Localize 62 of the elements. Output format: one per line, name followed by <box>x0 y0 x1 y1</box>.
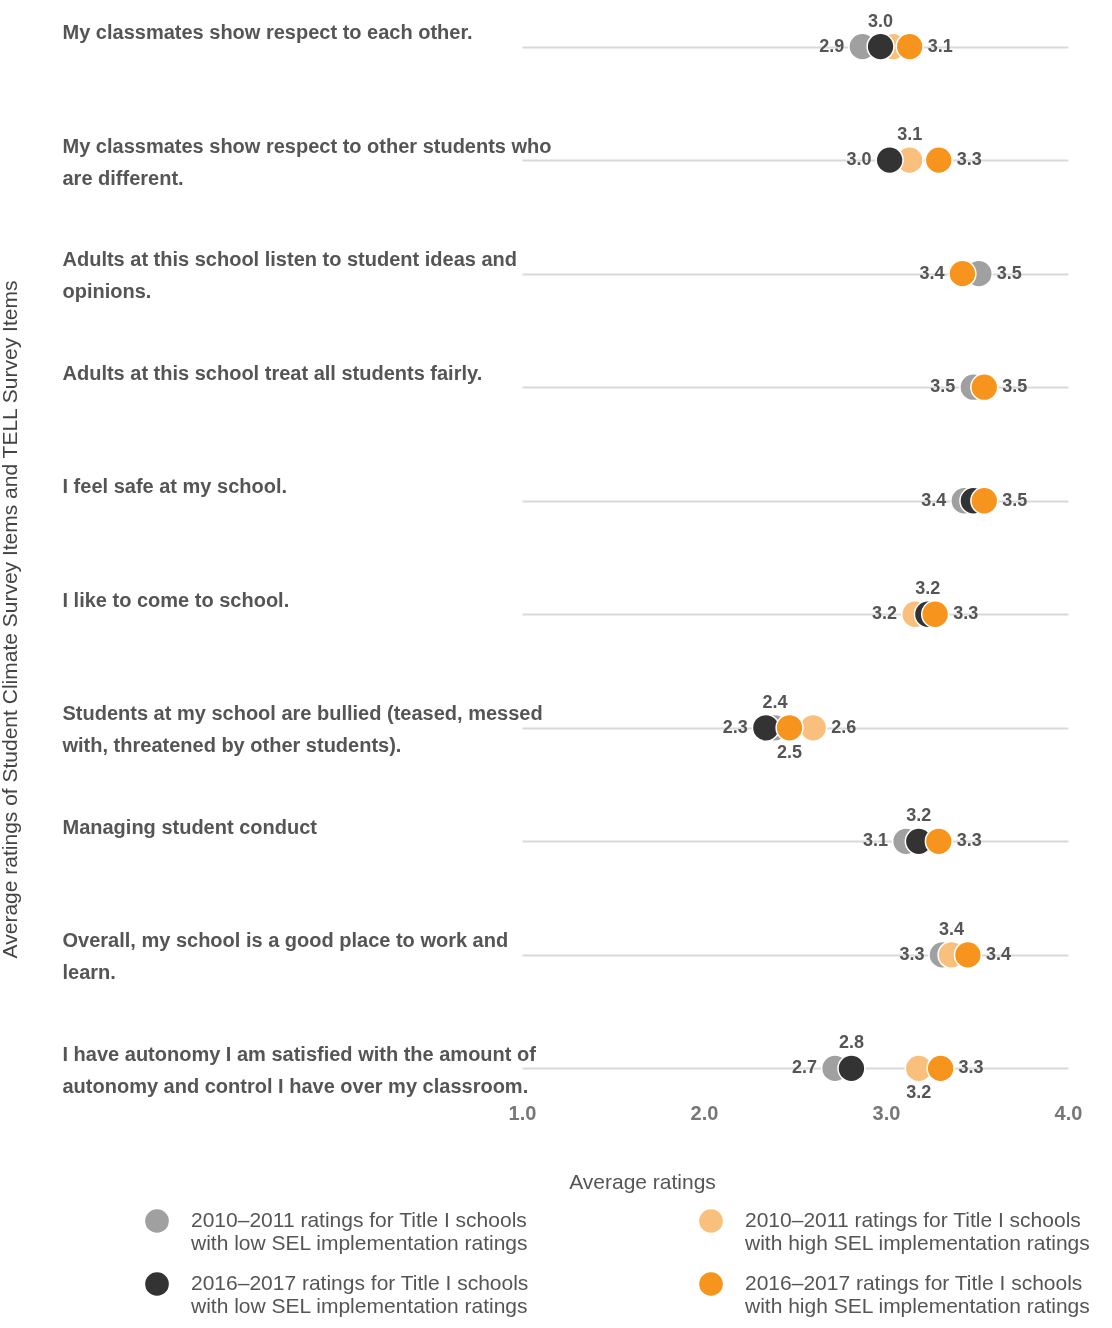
data-label: 3.5 <box>930 376 956 397</box>
data-label: 2.7 <box>792 1057 818 1078</box>
data-label: 3.1 <box>927 35 953 56</box>
data-label: 3.3 <box>956 149 982 170</box>
y-tick-label: I feel safe at my school. <box>62 475 288 498</box>
point <box>926 1054 955 1083</box>
data-label: 3.2 <box>906 805 932 826</box>
data-label: 3.5 <box>1002 489 1028 510</box>
point <box>799 713 828 742</box>
x-tick-label: 3.0 <box>872 1101 901 1124</box>
data-label: 3.4 <box>939 918 965 939</box>
x-tick-label: 4.0 <box>1054 1101 1083 1124</box>
data-label: 2.8 <box>838 1032 864 1053</box>
legend-label: 2016–2017 ratings for Title I schools with high SEL implementation ratings <box>744 1271 1090 1317</box>
data-label: 2.9 <box>819 35 845 56</box>
data-label: 3.3 <box>899 943 925 964</box>
data-label: 3.4 <box>985 943 1011 964</box>
legend-label: 2010–2011 ratings for Title I schools with low SEL implementation ratings <box>190 1208 528 1254</box>
point <box>895 32 924 61</box>
data-label: 3.3 <box>958 1057 984 1078</box>
y-axis-title: Average ratings of Student Climate Survey Items and TELL Survey Items <box>0 280 21 959</box>
point <box>948 259 977 288</box>
point <box>920 600 950 629</box>
y-tick-label: My classmates show respect to other students who are different. <box>62 134 552 189</box>
y-tick-label: Adults at this school treat all students fairly. <box>62 361 483 384</box>
data-label: 3.4 <box>919 262 945 283</box>
data-label: 3.5 <box>1002 376 1028 397</box>
data-label: 2.4 <box>762 691 788 712</box>
data-label: 3.0 <box>868 10 894 31</box>
point <box>837 1054 866 1083</box>
legend-label: 2016–2017 ratings for Title I schools with low SEL implementation ratings <box>190 1271 529 1317</box>
data-label: 3.4 <box>921 489 947 510</box>
x-axis-title: Average ratings <box>569 1169 716 1193</box>
legend-label: 2010–2011 ratings for Title I schools with high SEL implementation ratings <box>744 1208 1090 1254</box>
data-label: 3.1 <box>897 124 923 145</box>
point <box>970 373 999 402</box>
data-label: 2.3 <box>722 716 748 737</box>
y-tick-label: I have autonomy I am satisfied with the amount of autonomy and control I have over my classroom. <box>62 1042 537 1097</box>
y-tick-label: Overall, my school is a good place to work and learn. <box>62 929 509 984</box>
point <box>875 145 904 175</box>
point <box>924 827 953 856</box>
y-tick-label: I like to come to school. <box>62 588 290 611</box>
data-label: 3.2 <box>915 578 941 599</box>
data-label: 3.2 <box>906 1082 932 1103</box>
y-tick-label: My classmates show respect to each other. <box>62 21 473 44</box>
point <box>924 145 953 175</box>
x-tick-label: 1.0 <box>508 1101 537 1124</box>
data-label: 2.6 <box>831 716 857 737</box>
data-label: 3.2 <box>872 603 898 624</box>
data-label: 3.3 <box>956 830 982 851</box>
point <box>970 486 999 515</box>
y-tick-label: Adults at this school listen to student ideas and opinions. <box>62 248 517 303</box>
data-label: 3.1 <box>862 830 889 851</box>
point <box>866 32 895 61</box>
data-label: 3.5 <box>996 262 1022 283</box>
data-label: 3.0 <box>846 149 872 170</box>
y-tick-label: Students at my school are bullied (teased, messed with, threatened by other students). <box>61 702 543 757</box>
point <box>953 940 983 970</box>
y-tick-label: Managing student conduct <box>62 815 318 838</box>
x-tick-label: 2.0 <box>690 1101 719 1124</box>
data-label: 2.5 <box>777 741 803 762</box>
data-label: 3.3 <box>953 603 979 624</box>
